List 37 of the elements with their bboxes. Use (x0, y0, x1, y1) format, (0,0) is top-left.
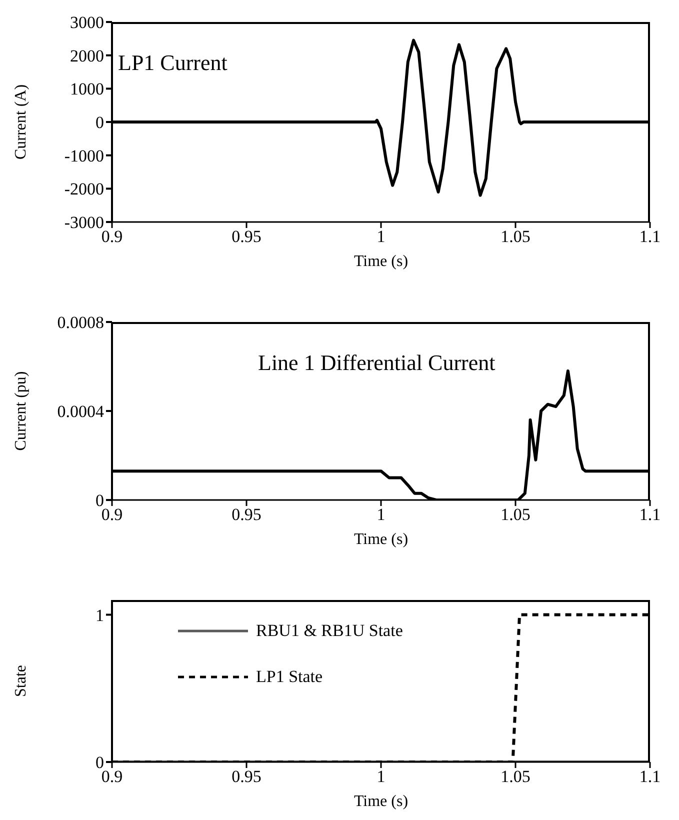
y-tick-label: -1000 (64, 146, 104, 166)
y-axis-title: State (12, 665, 30, 697)
y-tick-label: 0 (96, 491, 104, 510)
legend-label: LP1 State (256, 667, 323, 687)
x-tick-label: 0.9 (101, 505, 123, 524)
x-tick-label: 0.9 (101, 767, 123, 786)
x-tick-label: 1.1 (639, 227, 661, 246)
y-tick-label: -3000 (64, 213, 104, 232)
x-axis-title: Time (s) (354, 793, 408, 810)
x-tick-label: 0.9 (101, 227, 123, 246)
y-axis-title: Current (pu) (12, 371, 30, 451)
x-tick-label: 1.05 (500, 767, 530, 786)
x-tick-label: 1.05 (500, 227, 530, 246)
x-tick-label: 1 (376, 505, 386, 524)
y-tick-label: -2000 (64, 180, 104, 199)
text: Line 1 Differential Current (258, 350, 496, 376)
x-tick-label: 1 (376, 767, 386, 786)
x-tick-label: 0.95 (232, 767, 262, 786)
legend-label: RBU1 & RB1U State (256, 621, 403, 641)
x-tick-label: 1.1 (639, 767, 661, 786)
y-tick-label: 1 (96, 606, 104, 625)
text: LP1 Current (118, 50, 228, 76)
x-tick-label: 1 (376, 227, 386, 246)
x-tick-label: 1.1 (639, 505, 661, 524)
y-tick-label: 3000 (70, 13, 104, 32)
y-tick-label: 2000 (70, 46, 104, 66)
x-tick-label: 0.95 (232, 505, 262, 524)
x-tick-label: 0.95 (232, 227, 262, 246)
y-tick-label: 1000 (70, 80, 104, 99)
x-axis-title: Time (s) (354, 253, 408, 270)
y-tick-label: 0.0008 (57, 313, 104, 332)
x-axis-title: Time (s) (354, 531, 408, 548)
y-axis-title: Current (A) (12, 84, 30, 160)
y-tick-label: 0.0004 (57, 402, 104, 422)
y-tick-label: 0 (96, 753, 104, 772)
y-tick-label: 0 (96, 113, 104, 132)
x-tick-label: 1.05 (500, 505, 530, 524)
